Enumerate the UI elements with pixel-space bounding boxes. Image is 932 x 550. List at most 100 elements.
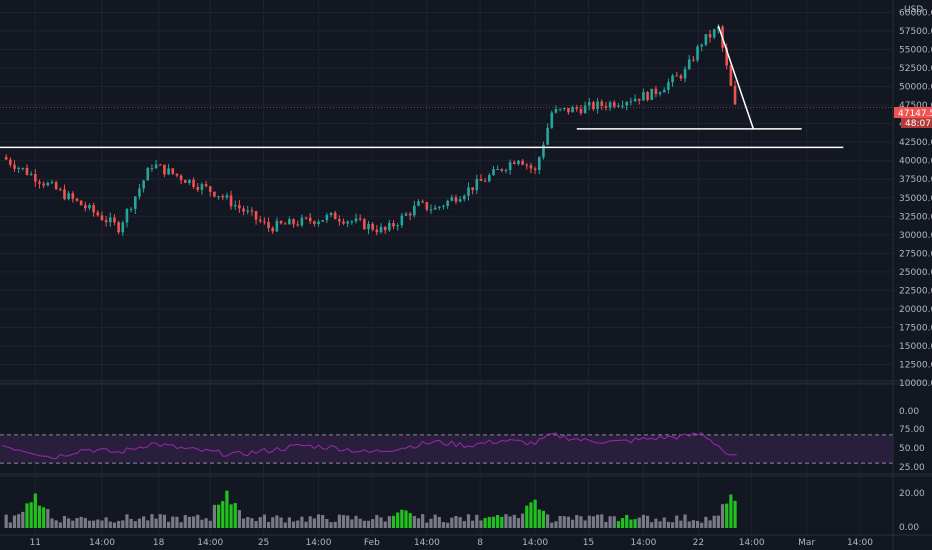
candle-body — [171, 168, 175, 174]
volume-bar — [200, 519, 204, 528]
volume-bar — [558, 516, 562, 528]
volume-bar — [591, 516, 596, 528]
candle-body — [604, 106, 608, 108]
volume-bar — [42, 507, 46, 528]
price-axis[interactable]: 60000.00 57500.00 55000.00 52500.00 50000.00… — [899, 9, 932, 390]
volume-bar — [187, 516, 192, 528]
volume-bar — [279, 517, 283, 528]
volume-bar — [21, 511, 25, 528]
volume-bar — [137, 518, 142, 528]
candle-body — [75, 198, 79, 201]
price-tick-label: 25000.00 — [899, 268, 932, 278]
candle-body — [200, 184, 204, 190]
volume-bar — [658, 521, 662, 528]
price-tick-label: 52500.00 — [899, 64, 932, 74]
volume-bar — [375, 515, 379, 528]
candle-body — [42, 183, 45, 186]
volume-bar — [321, 515, 325, 528]
price-tick-label: 12500.00 — [899, 360, 932, 370]
candle-body — [492, 169, 495, 176]
candle-body — [671, 75, 674, 83]
volume-bar — [645, 515, 650, 528]
candle-body — [246, 210, 250, 212]
candle-body — [637, 98, 641, 101]
candle-body — [408, 213, 412, 216]
candle-body — [196, 186, 200, 190]
volume-bar — [275, 515, 279, 528]
volume-bar — [675, 515, 679, 528]
candle-body — [204, 184, 208, 187]
candle-body — [154, 164, 158, 168]
time-tick-label: 22 — [693, 538, 704, 548]
time-axis[interactable]: 11 14:00 18 14:00 25 14:00 Feb 14:00 8 14:00 15 14:… — [30, 538, 874, 548]
volume-bar — [229, 504, 233, 528]
candle-body — [321, 220, 325, 222]
volume-bar — [183, 515, 187, 528]
volume-bar — [283, 522, 287, 528]
candle-body — [617, 105, 620, 107]
volume-bar — [125, 514, 129, 528]
volume-bar — [25, 503, 29, 528]
candle-body — [34, 173, 37, 182]
price-tick-label: 40000.00 — [899, 157, 932, 167]
volume-bar — [296, 520, 300, 528]
volume-bar — [537, 509, 541, 528]
rsi-band — [0, 434, 893, 464]
candle-body — [696, 46, 699, 61]
volume-bar — [196, 514, 200, 528]
candle-body — [133, 196, 137, 209]
volume-bar — [529, 502, 533, 528]
candle-body — [238, 205, 241, 209]
volume-bar — [258, 517, 262, 528]
candle-body — [396, 225, 399, 227]
candle-body — [517, 160, 520, 165]
volume-bar — [246, 517, 250, 528]
volume-bar — [571, 519, 575, 528]
candle-body — [213, 191, 216, 197]
candle-body — [358, 218, 362, 220]
volume-bar — [720, 504, 725, 528]
volume-bar — [333, 521, 337, 528]
candle-body — [496, 169, 499, 171]
volume-bar — [371, 519, 375, 528]
volume-bar — [629, 519, 633, 528]
candle-body — [21, 167, 25, 169]
volume-bar — [462, 521, 466, 528]
candle-body — [429, 209, 433, 211]
volume-bar — [525, 505, 529, 528]
candle-body — [629, 101, 633, 103]
candle-body — [279, 220, 283, 224]
drawings[interactable] — [0, 25, 844, 149]
price-tick-label: 10000.00 — [899, 379, 932, 389]
trendline-drawing[interactable] — [717, 25, 755, 130]
volume-bar — [583, 520, 587, 528]
volume-bar — [29, 502, 33, 528]
candle-body — [525, 164, 529, 166]
time-tick-label: 18 — [153, 538, 165, 548]
time-tick-label: 14:00 — [197, 538, 223, 548]
candle-body — [54, 182, 58, 190]
candle-body — [687, 59, 691, 70]
candle-body — [313, 221, 316, 225]
candle-body — [254, 211, 258, 220]
volume-bar — [50, 518, 54, 528]
time-tick-label: 15 — [583, 538, 594, 548]
candle-body — [167, 168, 170, 175]
volume-bar — [87, 520, 92, 528]
candle-body — [71, 193, 75, 199]
volume-bar — [620, 518, 625, 528]
candle-body — [579, 108, 583, 114]
candle-body — [725, 47, 729, 66]
candle-body — [400, 215, 404, 226]
volume-pane — [4, 490, 737, 528]
volume-bar — [733, 500, 737, 528]
candle-body — [646, 92, 649, 100]
candle-body — [117, 222, 120, 233]
candle-body — [367, 223, 370, 230]
candle-body — [554, 109, 558, 113]
volume-bar — [425, 522, 429, 528]
candle-body — [350, 221, 354, 223]
candle-body — [546, 127, 549, 145]
